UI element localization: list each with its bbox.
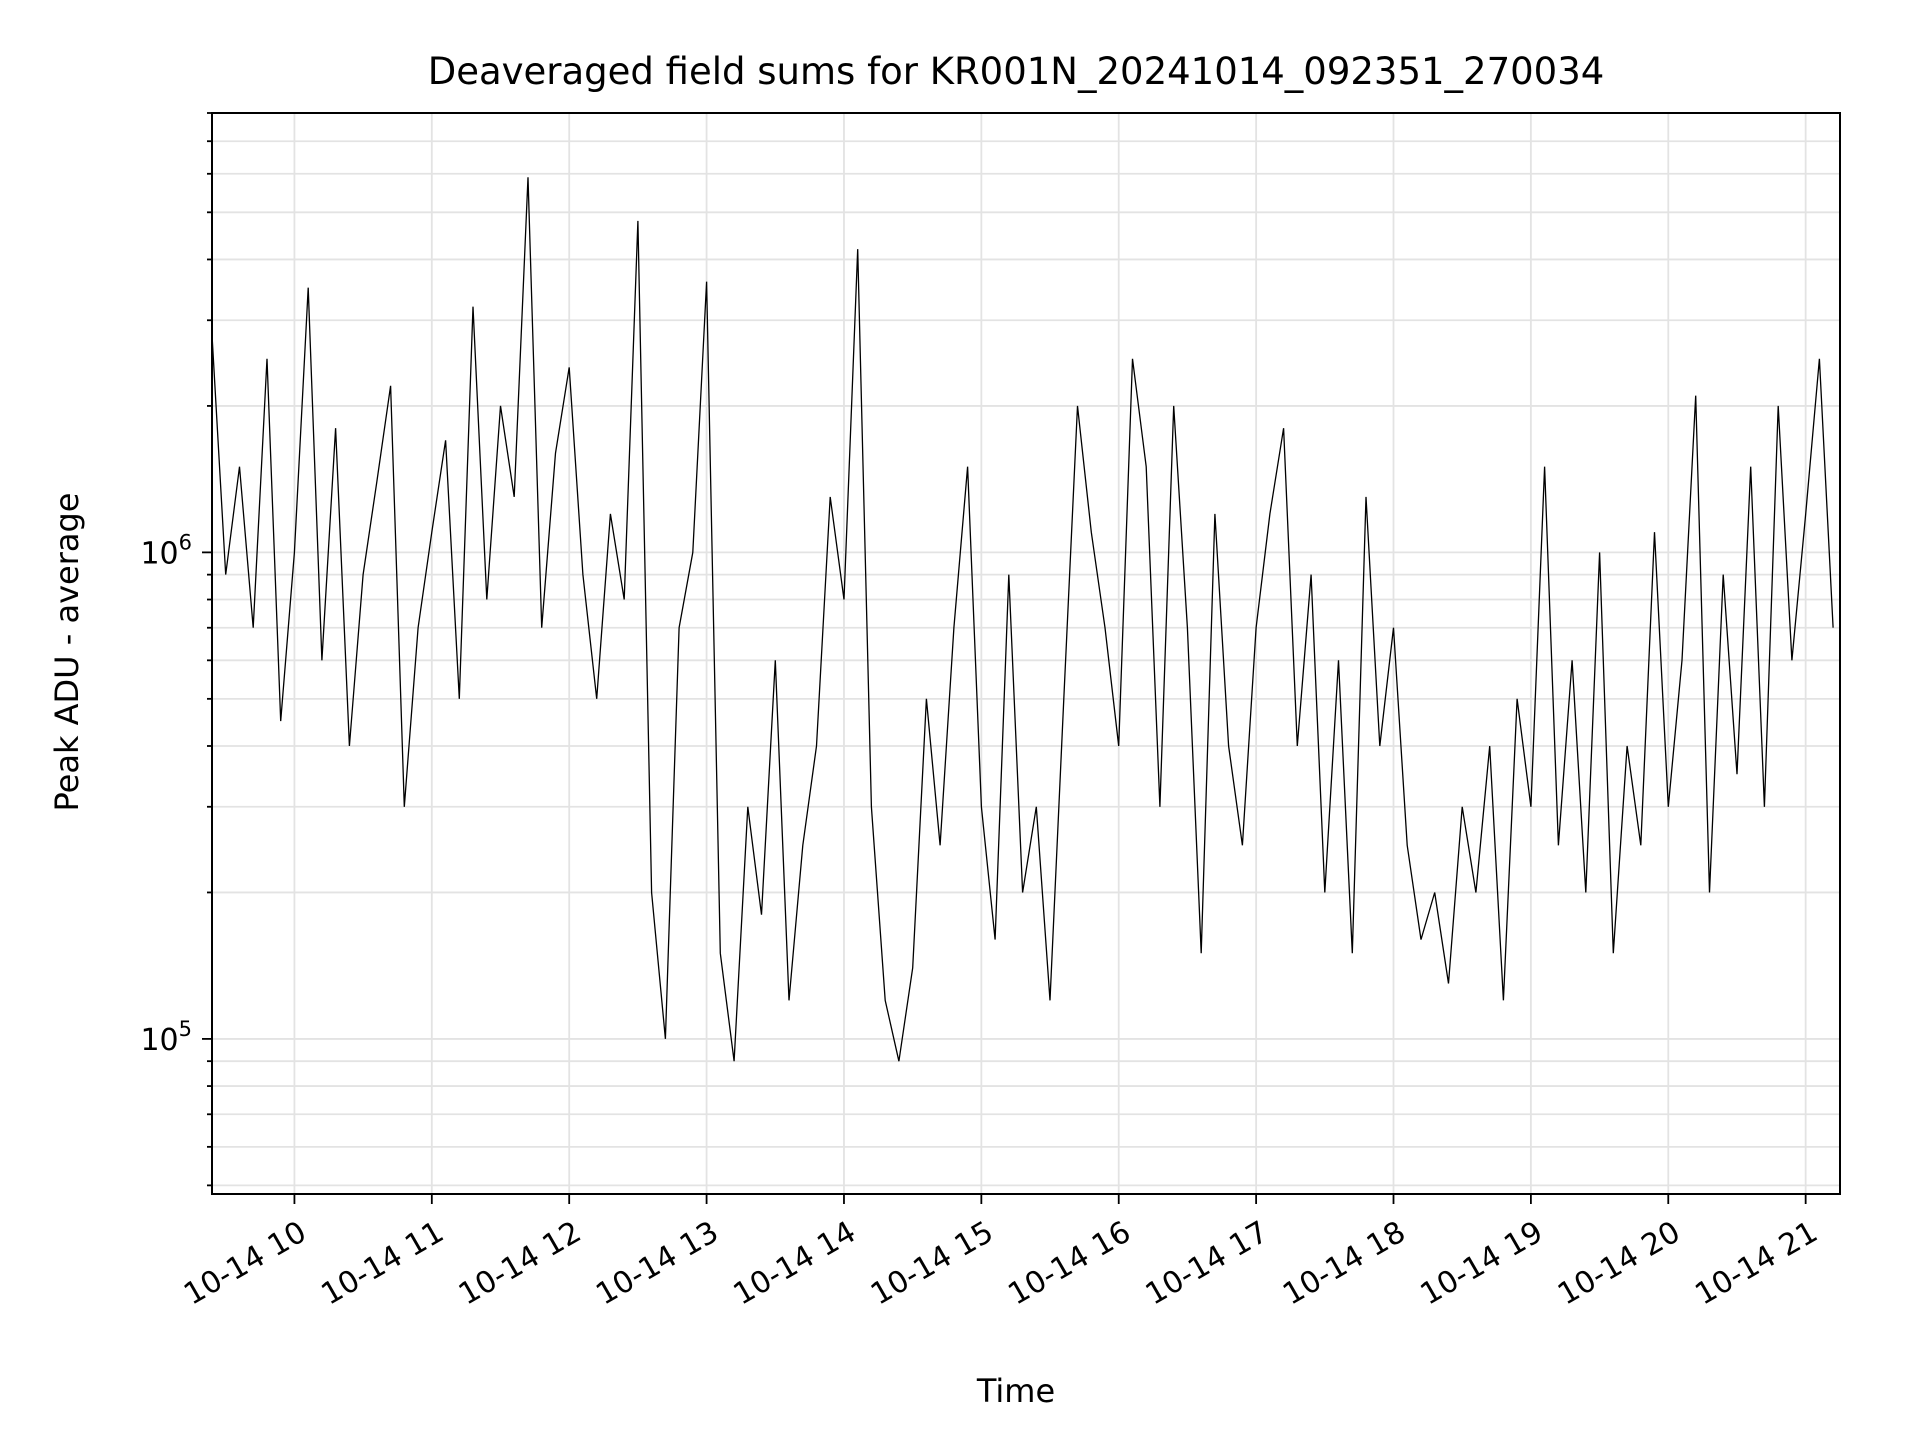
series-layer [211, 177, 1834, 1062]
x-axis-label: Time [976, 1372, 1055, 1410]
chart-title: Deaveraged field sums for KR001N_2024101… [428, 50, 1605, 93]
series-line [211, 177, 1834, 1062]
y-axis: 105 106 [140, 112, 212, 1187]
y-tick-label: 105 [140, 1017, 192, 1058]
y-tick-label: 106 [140, 530, 192, 571]
plot-frame [211, 112, 1841, 1195]
grid [212, 112, 1840, 1194]
y-axis-label: Peak ADU - average [48, 493, 86, 812]
